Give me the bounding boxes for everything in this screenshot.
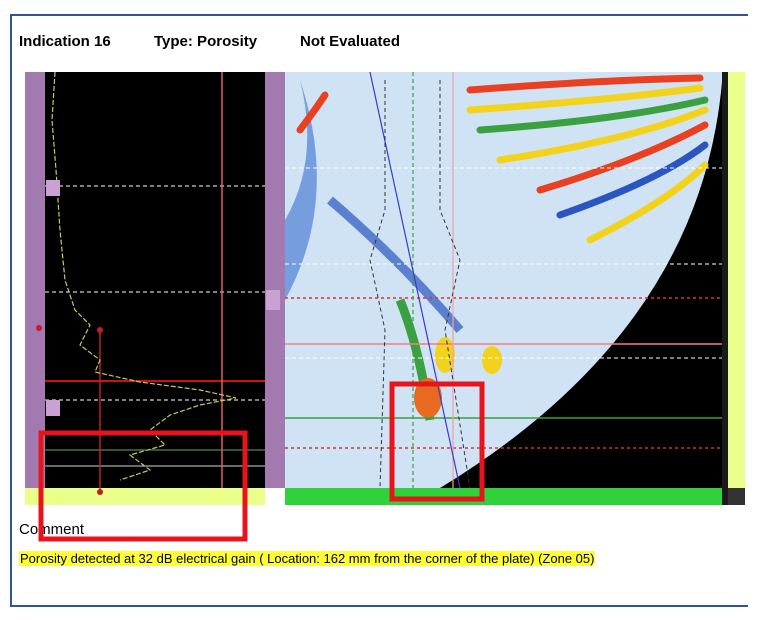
comment-label: Comment <box>19 521 85 538</box>
highlight-box <box>389 381 485 502</box>
a-scan-panel <box>25 71 265 505</box>
indication-type: Type: Porosity <box>154 33 258 50</box>
s-scan-panel <box>265 71 745 505</box>
comment-text: Porosity detected at 32 dB electrical ga… <box>19 551 596 566</box>
indication-number: Indication 16 <box>19 33 111 50</box>
evaluation-status: Not Evaluated <box>300 33 401 50</box>
